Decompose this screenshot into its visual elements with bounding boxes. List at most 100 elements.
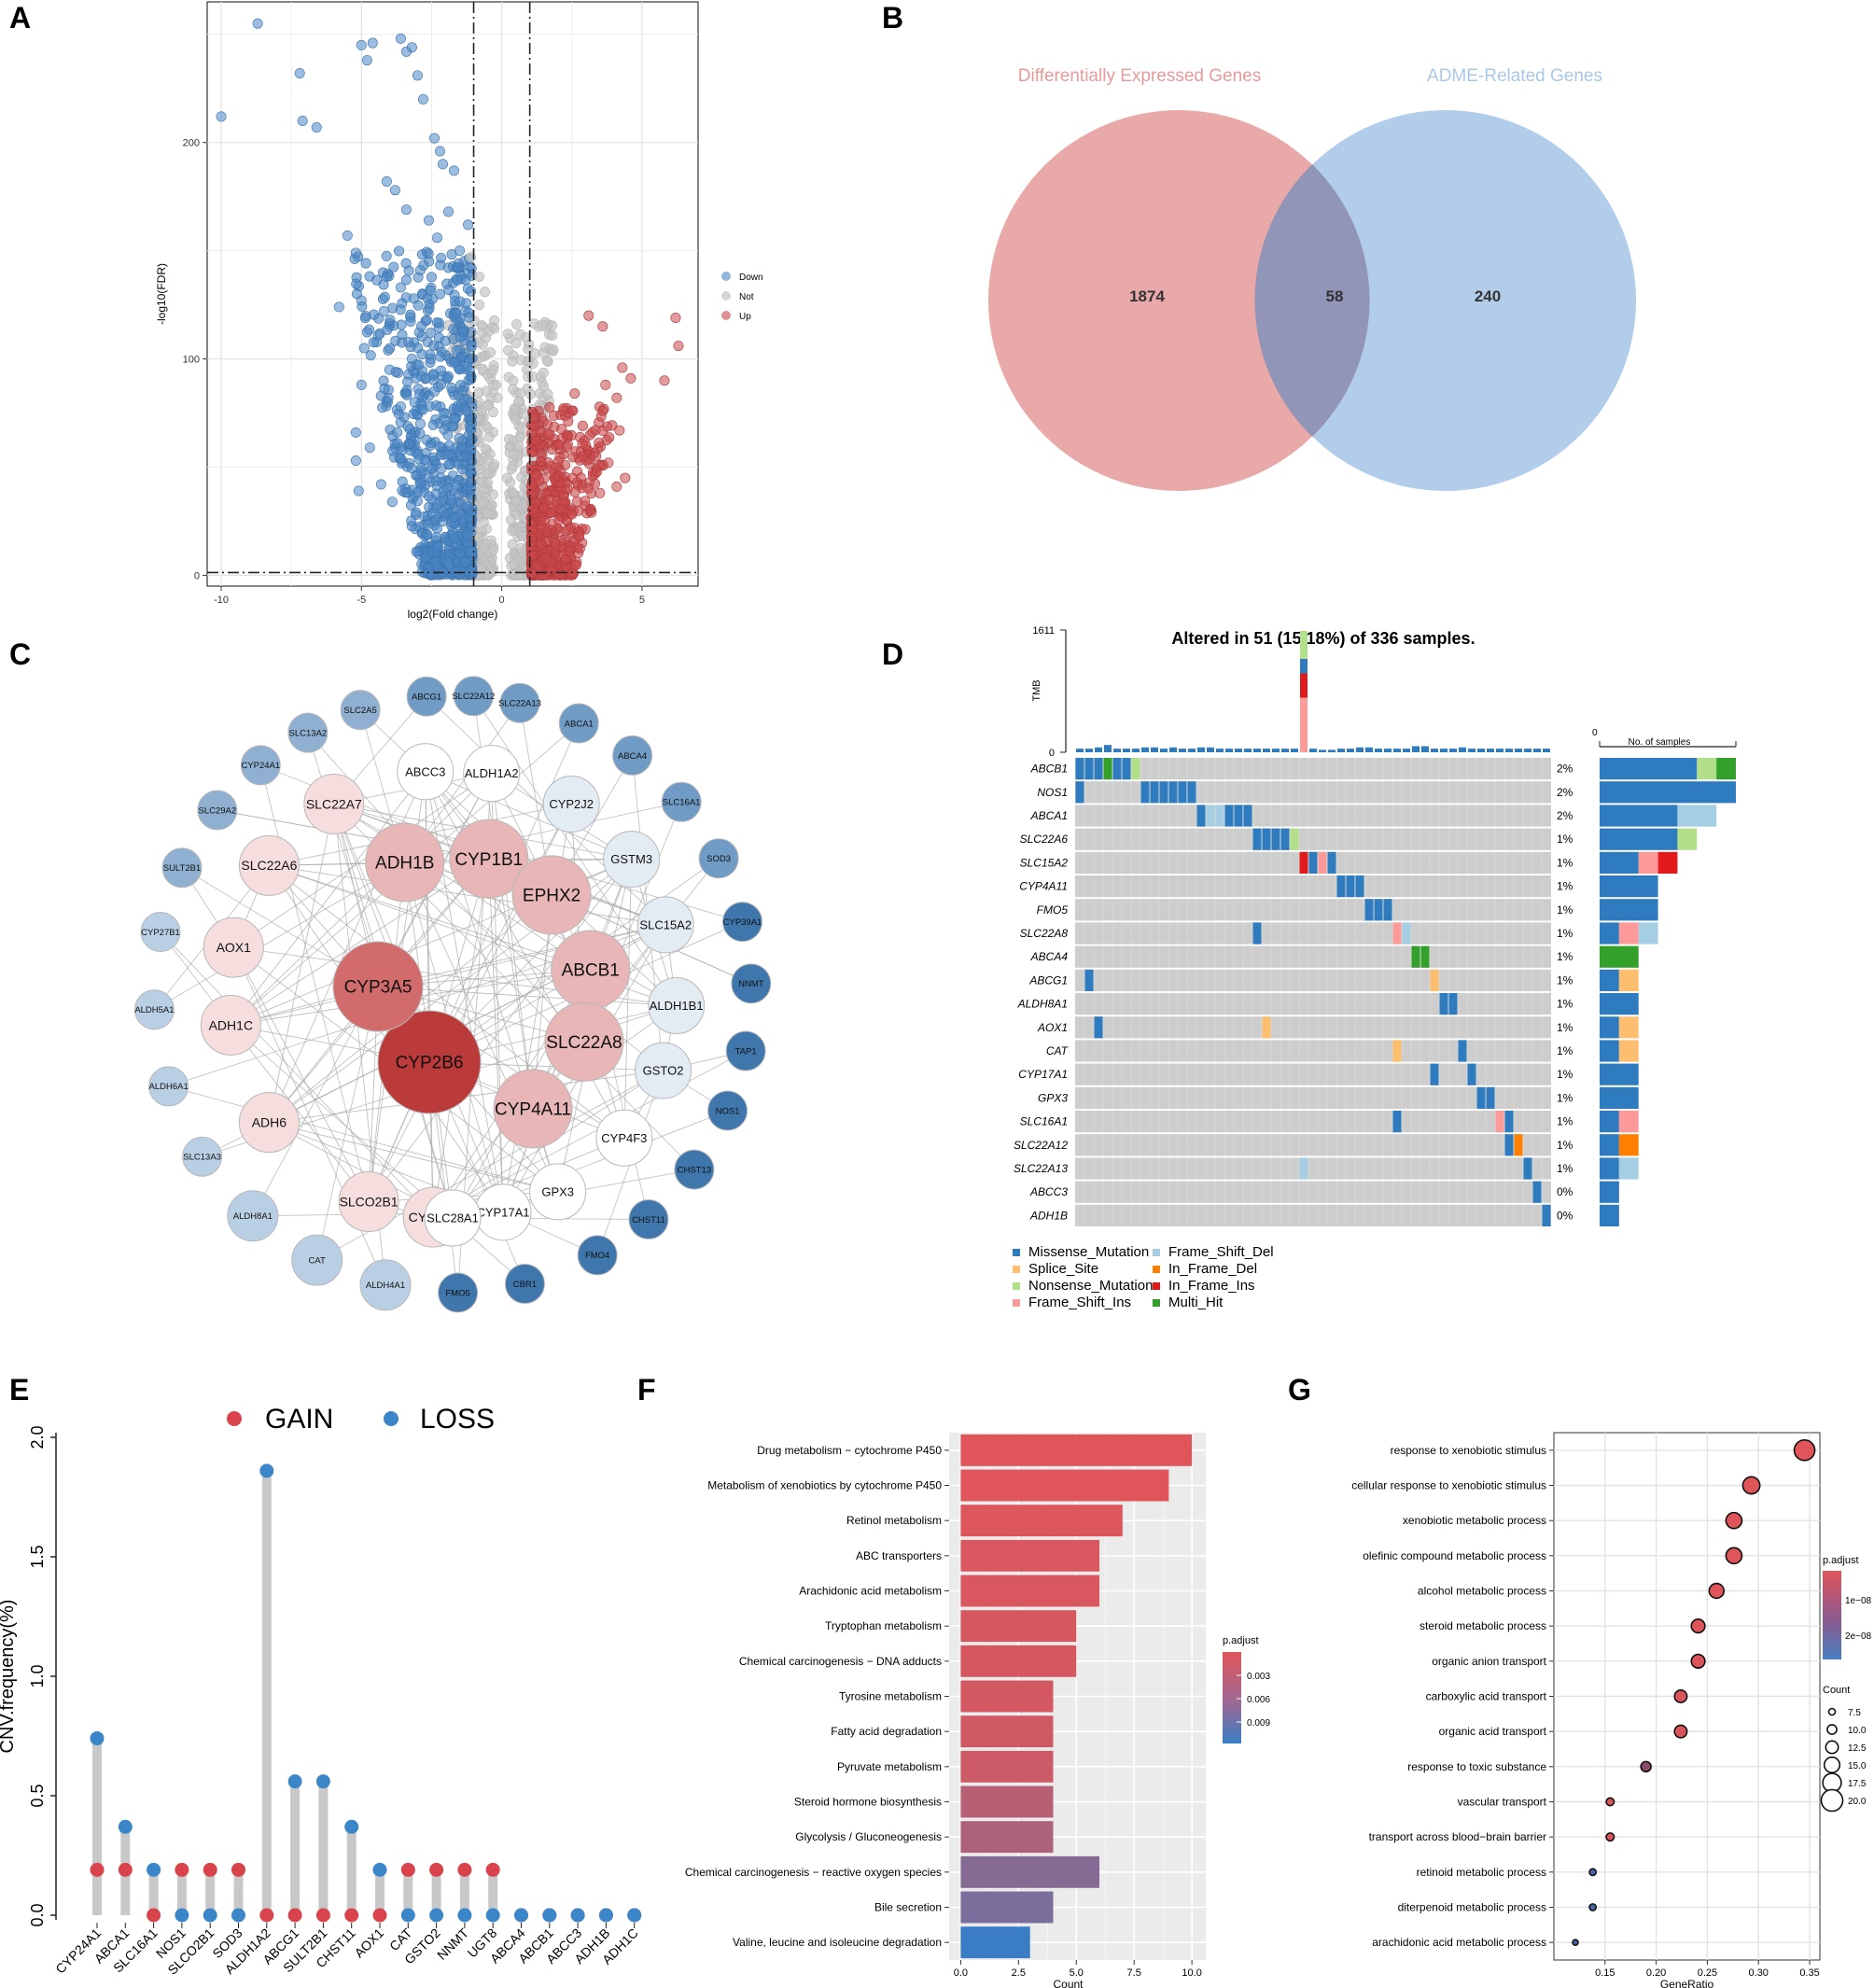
cnv-loss-point bbox=[203, 1908, 217, 1923]
volcano-point-not bbox=[477, 339, 488, 350]
volcano-point-not bbox=[482, 423, 494, 434]
volcano-point-up bbox=[584, 429, 595, 441]
tmb-axis-title: TMB bbox=[1031, 679, 1042, 701]
volcano-point-down bbox=[442, 483, 454, 494]
tmb-bar bbox=[1328, 749, 1336, 752]
volcano-point-down bbox=[350, 427, 361, 438]
network-node-label: SLC22A8 bbox=[546, 1033, 622, 1053]
volcano-point-not bbox=[474, 300, 485, 311]
oncoplot-cell bbox=[1084, 758, 1094, 780]
volcano-point-down bbox=[406, 354, 417, 365]
network-node-slc16a1 bbox=[661, 781, 702, 822]
volcano-point-down bbox=[364, 442, 375, 454]
network-node-cyp27b1 bbox=[140, 911, 181, 952]
tmb-bar-segment bbox=[1300, 673, 1308, 698]
volcano-point-not bbox=[508, 460, 519, 471]
volcano-point-down bbox=[433, 541, 444, 553]
cnv-loss-point bbox=[457, 1908, 472, 1923]
network-node-nos1 bbox=[707, 1090, 748, 1131]
volcano-point-up bbox=[611, 481, 622, 492]
oncoplot-cell bbox=[1094, 758, 1103, 780]
volcano-point-down bbox=[384, 364, 395, 375]
volcano-point-up bbox=[594, 487, 606, 498]
volcano-point-down bbox=[424, 302, 435, 314]
kegg-bar bbox=[960, 1539, 1100, 1572]
oncoplot-gene-label: ADH1B bbox=[1029, 1209, 1068, 1222]
go-count-legend-label: 15.0 bbox=[1848, 1761, 1867, 1771]
tmb-bar bbox=[1347, 749, 1354, 752]
network-node-adh1b bbox=[365, 822, 445, 903]
network-node-label: ALDH4A1 bbox=[366, 1281, 405, 1291]
volcano-tick-label-x: 5 bbox=[639, 595, 645, 606]
sample-count-bar-segment bbox=[1716, 758, 1736, 780]
kegg-bar bbox=[960, 1891, 1054, 1924]
oncoplot-cell bbox=[1187, 781, 1196, 804]
oncoplot-cell bbox=[1262, 1016, 1271, 1039]
volcano-point-not bbox=[523, 343, 534, 355]
volcano-point-not bbox=[488, 364, 499, 375]
volcano-point-up bbox=[580, 440, 592, 451]
oncoplot-cell bbox=[1383, 899, 1392, 921]
volcano-point-down bbox=[414, 477, 426, 488]
go-category-label: response to toxic substance bbox=[1407, 1760, 1546, 1773]
cnv-loss-point bbox=[627, 1908, 642, 1923]
volcano-legend-swatch bbox=[721, 291, 731, 301]
volcano-point-down bbox=[406, 515, 417, 526]
kegg-bar bbox=[960, 1610, 1077, 1643]
oncoplot-cell bbox=[1206, 805, 1215, 827]
volcano-point-down bbox=[379, 383, 390, 394]
network-node-label: CYP2J2 bbox=[549, 797, 594, 811]
kegg-category-label: Steroid hormone biosynthesis bbox=[794, 1796, 942, 1809]
tmb-bar bbox=[1449, 749, 1457, 752]
kegg-category-label: Valine, leucine and isoleucine degradati… bbox=[733, 1936, 942, 1949]
volcano-point-down bbox=[406, 42, 417, 53]
kegg-bar bbox=[960, 1680, 1054, 1713]
volcano-point-down bbox=[413, 359, 425, 371]
volcano-point-down bbox=[443, 284, 455, 295]
oncoplot-pct-label: 1% bbox=[1557, 1091, 1573, 1104]
volcano-point-up bbox=[550, 538, 561, 549]
network-node-label: ALDH6A1 bbox=[149, 1082, 189, 1092]
network-node-label: TAP1 bbox=[735, 1046, 757, 1057]
volcano-point-down bbox=[461, 450, 472, 461]
oncoplot-gene-label: ABCC3 bbox=[1029, 1185, 1068, 1198]
volcano-point-up bbox=[670, 313, 681, 324]
kegg-bar bbox=[960, 1715, 1054, 1748]
network-node-label: CYP27B1 bbox=[141, 928, 180, 938]
kegg-x-tick-label: 5.0 bbox=[1070, 1967, 1084, 1979]
volcano-point-down bbox=[428, 370, 440, 381]
network-node-abcg1 bbox=[406, 676, 447, 717]
network-node-fmo5 bbox=[438, 1272, 479, 1313]
go-category-label: olefinic compound metabolic process bbox=[1363, 1549, 1546, 1562]
tmb-bar bbox=[1403, 749, 1410, 752]
cnv-gain-point bbox=[429, 1862, 444, 1877]
oncoplot-cell bbox=[1355, 875, 1364, 898]
volcano-point-up bbox=[538, 502, 549, 513]
oncoplot-gene-label: ABCA4 bbox=[1030, 950, 1069, 963]
volcano-point-down bbox=[411, 546, 422, 557]
oncoplot-legend-swatch bbox=[1013, 1266, 1020, 1273]
volcano-point-down bbox=[404, 424, 415, 435]
tmb-bar bbox=[1505, 749, 1513, 752]
volcano-point-down bbox=[414, 264, 426, 275]
volcano-point-not bbox=[489, 323, 500, 334]
network-node-cyp4a11 bbox=[493, 1069, 573, 1149]
kegg-bar bbox=[960, 1750, 1054, 1783]
go-x-tick-label: 0.20 bbox=[1646, 1967, 1666, 1979]
panel-label-f: F bbox=[637, 1373, 656, 1407]
network-node-abcc3 bbox=[397, 743, 455, 801]
tmb-bar bbox=[1123, 749, 1130, 752]
volcano-tick-label-y: 200 bbox=[183, 138, 200, 149]
network-node-label: SLC29A2 bbox=[199, 805, 237, 816]
oncoplot-row-bg bbox=[1075, 828, 1551, 850]
go-count-legend-label: 17.5 bbox=[1848, 1779, 1867, 1789]
sample-count-bar-segment bbox=[1600, 945, 1639, 968]
kegg-bar bbox=[960, 1821, 1054, 1854]
oncoplot-cell bbox=[1178, 781, 1187, 804]
volcano-point-down bbox=[411, 507, 422, 518]
network-node-label: SLC15A2 bbox=[639, 917, 692, 931]
volcano-point-down bbox=[456, 441, 468, 453]
tmb-bar bbox=[1104, 745, 1112, 752]
volcano-point-down bbox=[433, 322, 444, 333]
kegg-x-tick-label: 7.5 bbox=[1127, 1967, 1141, 1979]
